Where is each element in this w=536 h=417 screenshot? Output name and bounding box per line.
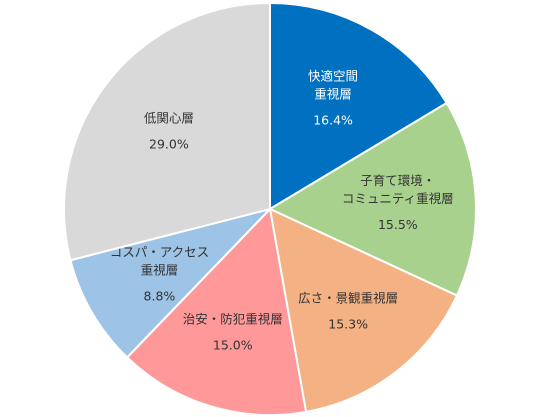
slice-name-2-line-0: 広さ・景観重視層	[298, 290, 398, 305]
slice-label-2: 広さ・景観重視層 15.3%	[298, 290, 398, 331]
pie-slice-0	[269, 2, 448, 210]
slice-name-1-line-0: 子育て環境・	[360, 173, 435, 188]
slice-label-3: 治安・防犯重視層 15.0%	[183, 311, 283, 352]
pie-slice-1	[269, 102, 477, 297]
slice-name-0-line-1: 重視層	[314, 87, 352, 102]
slice-value-2: 15.3%	[328, 316, 368, 331]
slice-name-4-line-1: 重視層	[141, 262, 179, 277]
slice-name-1-line-1: コミュニティ重視層	[342, 191, 454, 206]
slice-name-4-line-0: コスパ・アクセス	[110, 244, 209, 259]
pie-slice-3	[126, 208, 308, 416]
slice-value-3: 15.0%	[213, 337, 253, 352]
pie-slice-2	[269, 208, 458, 413]
pie-slice-4	[69, 208, 271, 359]
slice-name-5-line-0: 低関心層	[144, 111, 194, 126]
slice-value-4: 8.8%	[144, 288, 176, 303]
slice-value-1: 15.5%	[378, 217, 418, 232]
slice-label-1: 子育て環境・コミュニティ重視層 15.5%	[342, 173, 454, 232]
slice-label-5: 低関心層 29.0%	[144, 111, 194, 152]
slice-value-0: 16.4%	[313, 113, 353, 128]
pie-slice-5	[63, 2, 271, 262]
slice-name-3-line-0: 治安・防犯重視層	[183, 311, 283, 326]
slice-name-0-line-0: 快適空間	[308, 69, 358, 84]
slice-value-5: 29.0%	[149, 137, 189, 152]
